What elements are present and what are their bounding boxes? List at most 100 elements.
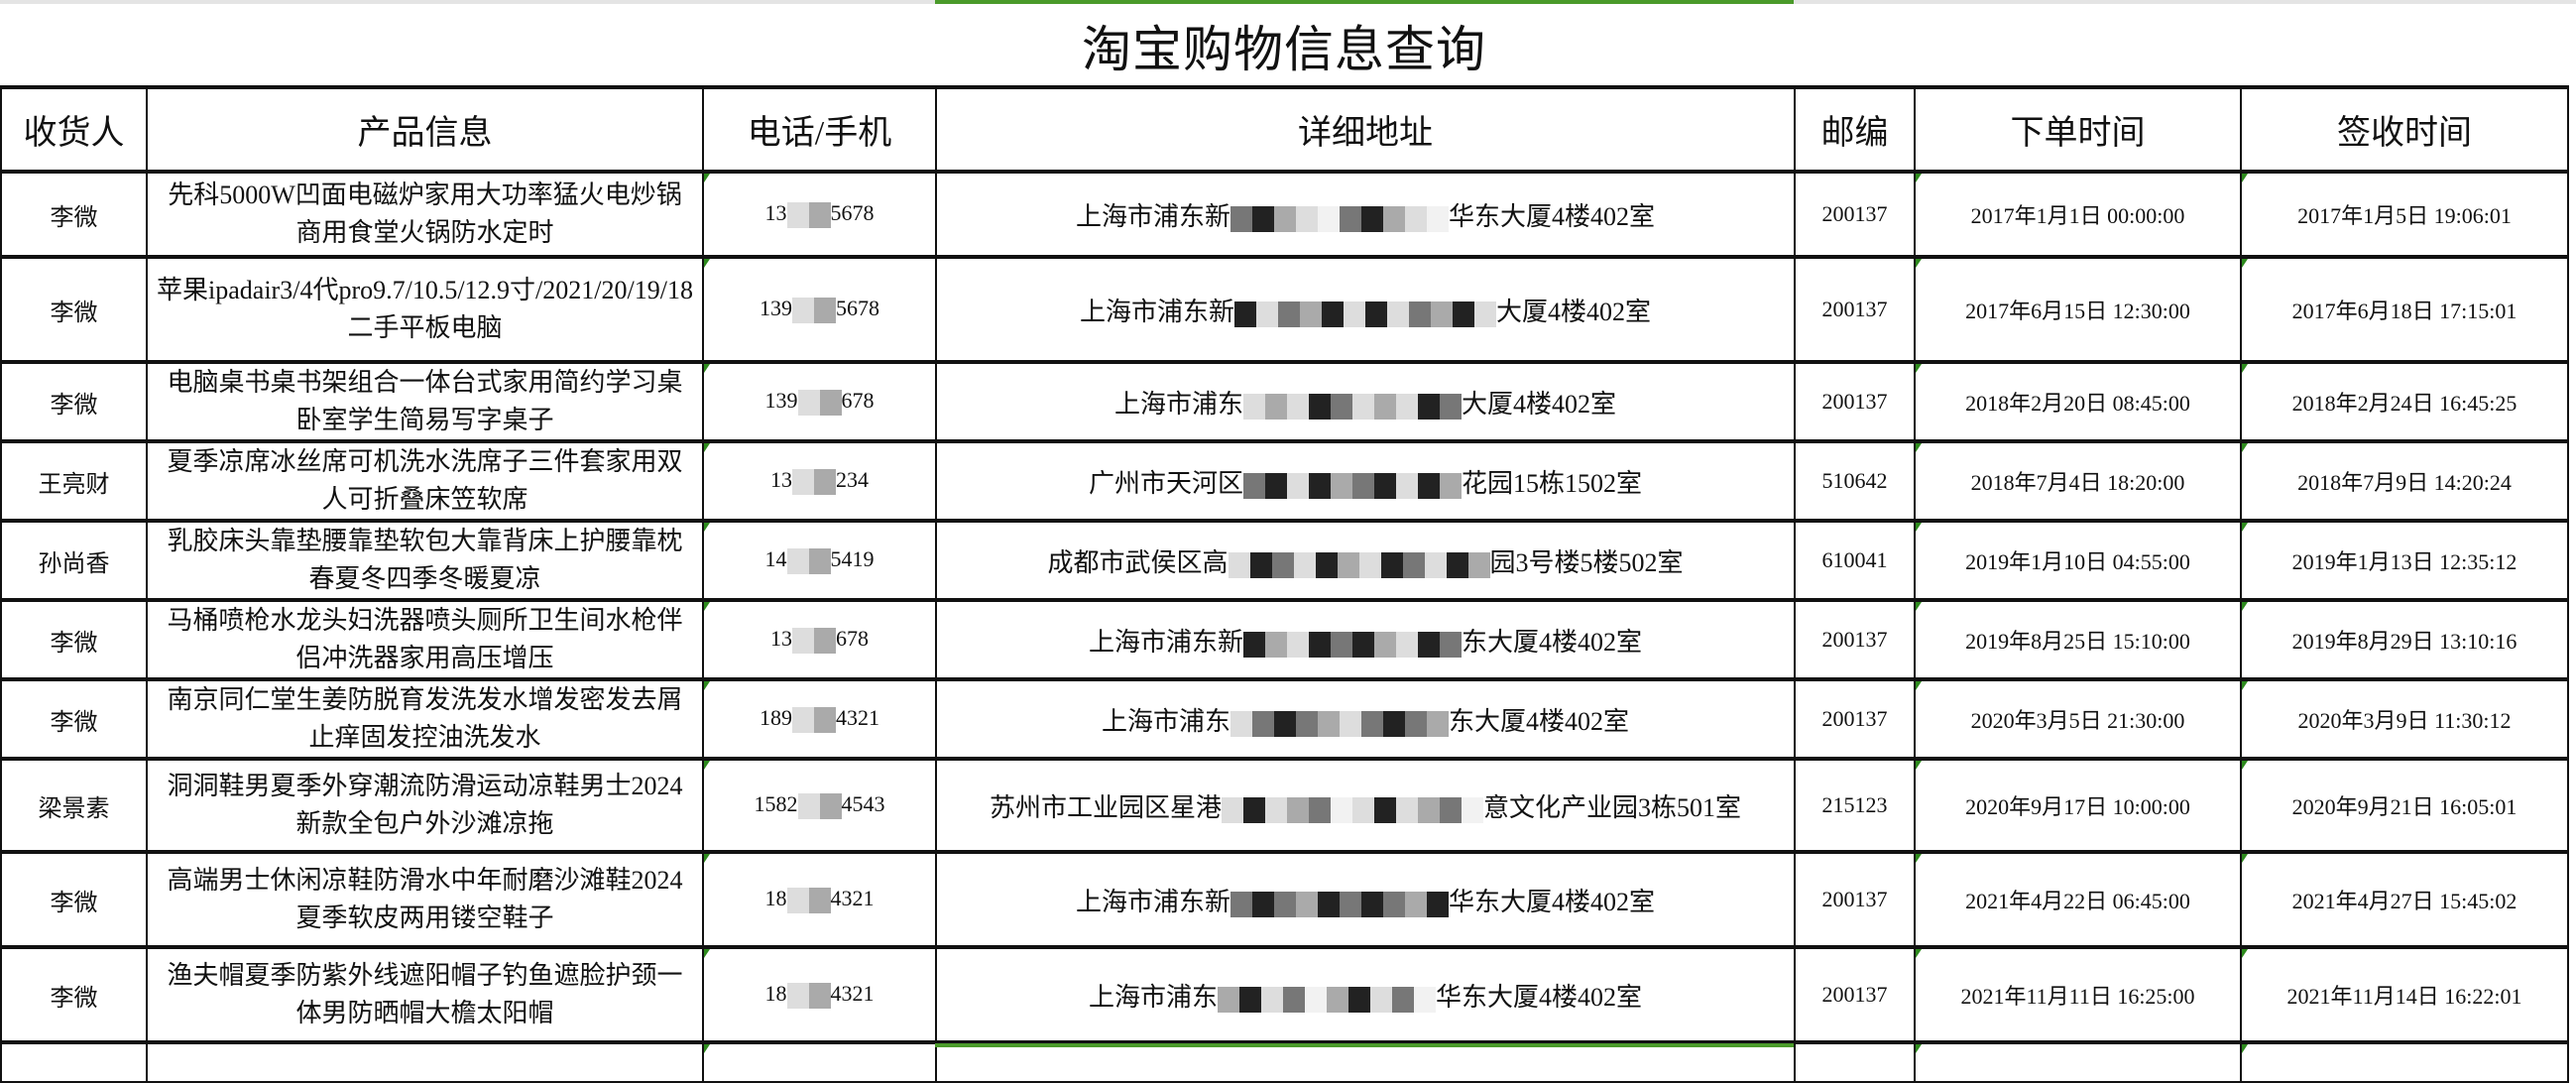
address-suffix: 花园15栋1502室 [1462, 468, 1643, 498]
selected-column-indicator[interactable] [935, 0, 1794, 4]
zip-cell[interactable]: 200137 [1794, 851, 1916, 949]
address-cell[interactable]: 广州市天河区 花园15栋1502室 [935, 440, 1796, 523]
product-cell[interactable]: 高端男士休闲凉鞋防滑水中年耐磨沙滩鞋2024夏季软皮两用镂空鞋子 [146, 851, 704, 949]
address-suffix: 华东大厦4楼402室 [1436, 982, 1643, 1012]
address-cell[interactable]: 成都市武侯区高 园3号楼5楼502室 [935, 520, 1796, 602]
empty-cell[interactable] [1914, 1041, 2242, 1083]
product-cell[interactable]: 苹果ipadair3/4代pro9.7/10.5/12.9寸/2021/20/1… [146, 256, 704, 364]
order-time-cell[interactable]: 2019年1月10日 04:55:00 [1914, 520, 2242, 602]
zip-cell[interactable]: 200137 [1794, 171, 1916, 259]
phone-cell[interactable]: 139 5678 [702, 256, 937, 364]
product-cell[interactable]: 夏季凉席冰丝席可机洗水洗席子三件套家用双人可折叠床笠软席 [146, 440, 704, 523]
recipient-cell[interactable]: 李微 [0, 946, 148, 1044]
address-cell[interactable]: 上海市浦东新 华东大厦4楼402室 [935, 851, 1796, 949]
phone-cell[interactable]: 13 5678 [702, 171, 937, 259]
address-suffix: 大厦4楼402室 [1496, 297, 1652, 326]
address-cell[interactable]: 上海市浦东新 东大厦4楼402室 [935, 599, 1796, 681]
address-cell[interactable]: 苏州市工业园区星港 意文化产业园3栋501室 [935, 758, 1796, 854]
phone-cell[interactable]: 13 678 [702, 599, 937, 681]
product-cell[interactable]: 洞洞鞋男夏季外穿潮流防滑运动凉鞋男士2024新款全包户外沙滩凉拖 [146, 758, 704, 854]
sheet-title[interactable]: 淘宝购物信息查询 [1082, 22, 1486, 77]
address-prefix: 上海市浦东 [1113, 389, 1243, 419]
address-cell[interactable]: 上海市浦东新 大厦4楼402室 [935, 256, 1796, 364]
zip-cell[interactable]: 510642 [1794, 440, 1916, 523]
redaction-mask [1230, 202, 1449, 232]
header-address[interactable]: 详细地址 [935, 85, 1796, 174]
header-sign-time[interactable]: 签收时间 [2240, 85, 2569, 174]
sign-time-cell[interactable]: 2021年11月14日 16:22:01 [2240, 946, 2569, 1044]
product-cell[interactable]: 南京同仁堂生姜防脱育发洗发水增发密发去屑止痒固发控油洗发水 [146, 678, 704, 761]
phone-cell[interactable]: 14 5419 [702, 520, 937, 602]
phone-cell[interactable]: 1582 4543 [702, 758, 937, 854]
product-cell[interactable]: 马桶喷枪水龙头妇洗器喷头厕所卫生间水枪伴侣冲洗器家用高压增压 [146, 599, 704, 681]
order-time-cell[interactable]: 2021年4月22日 06:45:00 [1914, 851, 2242, 949]
recipient-cell[interactable]: 孙尚香 [0, 520, 148, 602]
empty-cell[interactable] [146, 1041, 704, 1083]
recipient-cell[interactable]: 李微 [0, 171, 148, 259]
recipient-cell[interactable]: 李微 [0, 678, 148, 761]
sign-time-cell[interactable]: 2019年1月13日 12:35:12 [2240, 520, 2569, 602]
redaction-mask [1230, 888, 1449, 917]
address-prefix: 苏州市工业园区星港 [989, 792, 1222, 822]
recipient-cell[interactable]: 李微 [0, 599, 148, 681]
sign-time-cell[interactable]: 2018年2月24日 16:45:25 [2240, 361, 2569, 443]
phone-cell[interactable]: 139 678 [702, 361, 937, 443]
sign-time-cell[interactable]: 2017年1月5日 19:06:01 [2240, 171, 2569, 259]
table-row: 王亮财 夏季凉席冰丝席可机洗水洗席子三件套家用双人可折叠床笠软席 13 234 广州市天… [0, 440, 2569, 523]
order-time-cell[interactable]: 2018年7月4日 18:20:00 [1914, 440, 2242, 523]
address-cell[interactable]: 上海市浦东 东大厦4楼402室 [935, 678, 1796, 761]
order-time-cell[interactable]: 2017年1月1日 00:00:00 [1914, 171, 2242, 259]
phone-cell[interactable]: 13 234 [702, 440, 937, 523]
product-cell[interactable]: 电脑桌书桌书架组合一体台式家用简约学习桌卧室学生简易写字桌子 [146, 361, 704, 443]
header-order-time[interactable]: 下单时间 [1914, 85, 2242, 174]
zip-cell[interactable]: 215123 [1794, 758, 1916, 854]
address-cell[interactable]: 上海市浦东 华东大厦4楼402室 [935, 946, 1796, 1044]
zip-cell[interactable]: 200137 [1794, 946, 1916, 1044]
sign-time-cell[interactable]: 2017年6月18日 17:15:01 [2240, 256, 2569, 364]
table-row: 李微 渔夫帽夏季防紫外线遮阳帽子钓鱼遮脸护颈一体男防晒帽大檐太阳帽 18 4321 上海… [0, 946, 2569, 1044]
phone-cell[interactable]: 18 4321 [702, 946, 937, 1044]
empty-cell[interactable] [2240, 1041, 2569, 1083]
address-cell[interactable]: 上海市浦东 大厦4楼402室 [935, 361, 1796, 443]
table-row: 梁景素 洞洞鞋男夏季外穿潮流防滑运动凉鞋男士2024新款全包户外沙滩凉拖 1582 4… [0, 758, 2569, 854]
header-zip[interactable]: 邮编 [1794, 85, 1916, 174]
product-cell[interactable]: 乳胶床头靠垫腰靠垫软包大靠背床上护腰靠枕春夏冬四季冬暖夏凉 [146, 520, 704, 602]
sign-time-cell[interactable]: 2021年4月27日 15:45:02 [2240, 851, 2569, 949]
zip-cell[interactable]: 200137 [1794, 599, 1916, 681]
empty-cell[interactable] [702, 1041, 937, 1083]
recipient-cell[interactable]: 王亮财 [0, 440, 148, 523]
sign-time-cell[interactable]: 2020年3月9日 11:30:12 [2240, 678, 2569, 761]
header-product[interactable]: 产品信息 [146, 85, 704, 174]
address-cell[interactable]: 上海市浦东新 华东大厦4楼402室 [935, 171, 1796, 259]
order-time-cell[interactable]: 2020年3月5日 21:30:00 [1914, 678, 2242, 761]
redaction-mask [797, 388, 842, 416]
recipient-cell[interactable]: 梁景素 [0, 758, 148, 854]
sign-time-cell[interactable]: 2019年8月29日 13:10:16 [2240, 599, 2569, 681]
recipient-cell[interactable]: 李微 [0, 361, 148, 443]
recipient-cell[interactable]: 李微 [0, 256, 148, 364]
order-time-cell[interactable]: 2017年6月15日 12:30:00 [1914, 256, 2242, 364]
zip-cell[interactable]: 200137 [1794, 361, 1916, 443]
product-cell[interactable]: 渔夫帽夏季防紫外线遮阳帽子钓鱼遮脸护颈一体男防晒帽大檐太阳帽 [146, 946, 704, 1044]
product-cell[interactable]: 先科5000W凹面电磁炉家用大功率猛火电炒锅商用食堂火锅防水定时 [146, 171, 704, 259]
sign-time-cell[interactable]: 2018年7月9日 14:20:24 [2240, 440, 2569, 523]
order-time-cell[interactable]: 2021年11月11日 16:25:00 [1914, 946, 2242, 1044]
order-time-cell[interactable]: 2018年2月20日 08:45:00 [1914, 361, 2242, 443]
empty-cell[interactable] [1794, 1041, 1916, 1083]
redaction-mask [1222, 793, 1483, 823]
header-recipient[interactable]: 收货人 [0, 85, 148, 174]
sign-time-cell[interactable]: 2020年9月21日 16:05:01 [2240, 758, 2569, 854]
zip-cell[interactable]: 200137 [1794, 678, 1916, 761]
table-row: 李微 高端男士休闲凉鞋防滑水中年耐磨沙滩鞋2024夏季软皮两用镂空鞋子 18 4321… [0, 851, 2569, 949]
phone-cell[interactable]: 18 4321 [702, 851, 937, 949]
empty-cell[interactable] [0, 1041, 148, 1083]
zip-cell[interactable]: 610041 [1794, 520, 1916, 602]
header-phone[interactable]: 电话/手机 [702, 85, 937, 174]
address-prefix: 上海市浦东 [1101, 706, 1230, 736]
empty-cell[interactable] [935, 1041, 1796, 1083]
phone-cell[interactable]: 189 4321 [702, 678, 937, 761]
zip-cell[interactable]: 200137 [1794, 256, 1916, 364]
recipient-cell[interactable]: 李微 [0, 851, 148, 949]
order-time-cell[interactable]: 2019年8月25日 15:10:00 [1914, 599, 2242, 681]
order-time-cell[interactable]: 2020年9月17日 10:00:00 [1914, 758, 2242, 854]
